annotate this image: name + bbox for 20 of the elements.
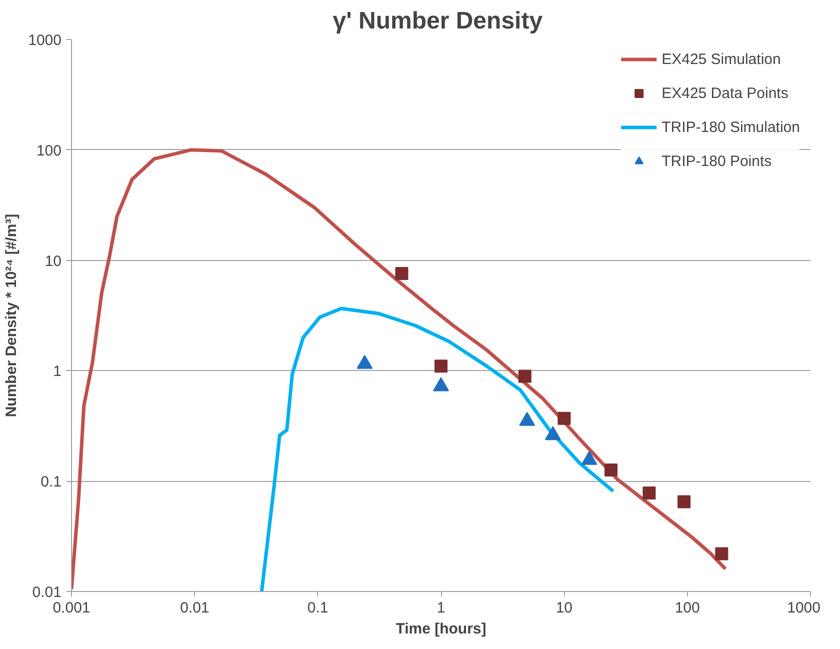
y-tick-label: 1000 (28, 32, 62, 49)
y-tick-label: 0.1 (40, 474, 62, 491)
legend-label: EX425 Data Points (662, 84, 788, 102)
y-tick-label: 10 (44, 252, 62, 270)
x-tick-label: 1 (436, 600, 446, 616)
legend-label: TRIP-180 Points (662, 152, 772, 170)
y-axis-title: Number Density * 10²⁴ [#/m³] (3, 214, 20, 418)
chart-title: γ' Number Density (332, 8, 544, 34)
y-tick-label: 0.01 (32, 584, 62, 601)
legend-label: TRIP-180 Simulation (662, 118, 800, 136)
x-tick-label: 0.01 (180, 600, 210, 616)
legend-label: EX425 Simulation (662, 50, 781, 68)
y-tick-label: 100 (36, 142, 62, 160)
x-tick-label: 1000 (787, 600, 821, 616)
x-axis-title: Time [hours] (396, 620, 486, 638)
x-tick-label: 0.1 (307, 600, 328, 616)
y-tick-label: 1 (53, 363, 62, 380)
x-tick-label: 0.001 (52, 600, 90, 616)
x-tick-label: 100 (674, 600, 700, 616)
x-tick-label: 10 (556, 600, 573, 616)
